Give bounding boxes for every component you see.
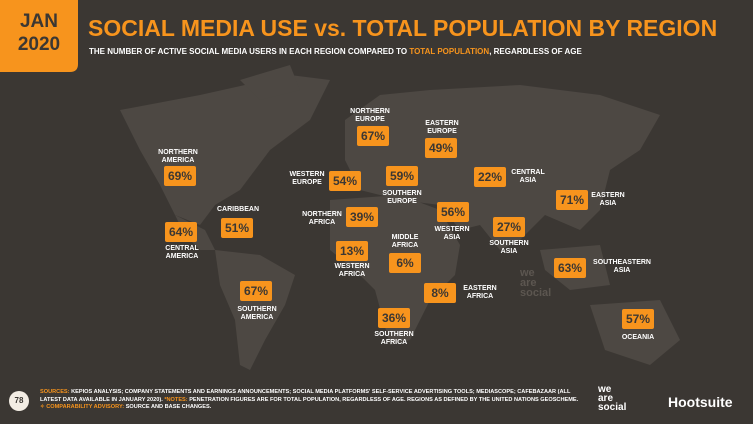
region-name: WESTERN AFRICA bbox=[334, 263, 370, 278]
region-value: 39% bbox=[346, 207, 378, 227]
region-name: CARIBBEAN bbox=[217, 206, 259, 213]
subtitle-highlight: TOTAL POPULATION bbox=[409, 47, 490, 56]
region-value: 64% bbox=[165, 222, 197, 242]
region-value: 13% bbox=[336, 241, 368, 261]
region-value: 8% bbox=[424, 283, 456, 303]
region-name: WESTERN EUROPE bbox=[289, 171, 325, 186]
subtitle-text: THE NUMBER OF ACTIVE SOCIAL MEDIA USERS … bbox=[89, 47, 410, 56]
region-value: 36% bbox=[378, 308, 410, 328]
region-value: 54% bbox=[329, 171, 361, 191]
region-name: CENTRAL ASIA bbox=[511, 169, 545, 184]
sources-text: KEPIOS ANALYSIS; COMPANY STATEMENTS AND … bbox=[40, 389, 571, 403]
advisory-label: ✧ COMPARABILITY ADVISORY: bbox=[40, 404, 125, 410]
region-name: SOUTHERN ASIA bbox=[489, 240, 529, 255]
date-tab bbox=[0, 0, 78, 72]
region-name: EASTERN EUROPE bbox=[425, 120, 459, 135]
region-value: 63% bbox=[554, 258, 586, 278]
subtitle: THE NUMBER OF ACTIVE SOCIAL MEDIA USERS … bbox=[89, 47, 582, 56]
region-value: 71% bbox=[556, 190, 588, 210]
region-name: SOUTHERN AMERICA bbox=[237, 306, 277, 321]
region-name: SOUTHERN EUROPE bbox=[382, 190, 422, 205]
region-name: NORTHERN AFRICA bbox=[302, 211, 342, 226]
region-name: CENTRAL AMERICA bbox=[165, 245, 199, 260]
region-value: 69% bbox=[164, 166, 196, 186]
notes-text: PENETRATION FIGURES ARE FOR TOTAL POPULA… bbox=[187, 396, 579, 403]
region-value: 67% bbox=[240, 281, 272, 301]
region-name: NORTHERN AMERICA bbox=[158, 149, 198, 164]
date-label: JAN 2020 bbox=[0, 10, 78, 56]
region-name: SOUTHERN AFRICA bbox=[374, 331, 414, 346]
region-name: NORTHERN EUROPE bbox=[350, 108, 390, 123]
region-value: 67% bbox=[357, 126, 389, 146]
page-number: 78 bbox=[14, 396, 24, 405]
region-name: EASTERN ASIA bbox=[591, 192, 625, 207]
region-value: 49% bbox=[425, 138, 457, 158]
region-name: OCEANIA bbox=[621, 334, 655, 341]
month: JAN bbox=[19, 11, 58, 32]
region-name: MIDDLE AFRICA bbox=[391, 234, 419, 249]
advisory-text: SOURCE AND BASE CHANGES. bbox=[124, 404, 212, 410]
we-are-social-logo: we are social bbox=[598, 384, 627, 413]
region-value: 56% bbox=[437, 202, 469, 222]
region-value: 59% bbox=[386, 166, 418, 186]
notes-label: *NOTES: bbox=[164, 396, 188, 403]
region-value: 27% bbox=[493, 217, 525, 237]
region-value: 57% bbox=[622, 309, 654, 329]
region-value: 22% bbox=[474, 167, 506, 187]
region-name: WESTERN ASIA bbox=[434, 226, 470, 241]
region-value: 51% bbox=[221, 218, 253, 238]
page-badge bbox=[9, 391, 29, 411]
region-value: 6% bbox=[389, 253, 421, 273]
footnote: SOURCES: KEPIOS ANALYSIS; COMPANY STATEM… bbox=[40, 389, 585, 412]
watermark: we are social bbox=[520, 267, 552, 299]
region-name: EASTERN AFRICA bbox=[463, 285, 497, 300]
sources-label: SOURCES: bbox=[40, 389, 70, 395]
hootsuite-logo: Hootsuite bbox=[668, 394, 733, 410]
subtitle-text: , REGARDLESS OF AGE bbox=[489, 47, 582, 56]
title: SOCIAL MEDIA USE vs. TOTAL POPULATION BY… bbox=[88, 15, 718, 41]
region-name: SOUTHEASTERN ASIA bbox=[593, 259, 651, 274]
year: 2020 bbox=[17, 34, 61, 55]
